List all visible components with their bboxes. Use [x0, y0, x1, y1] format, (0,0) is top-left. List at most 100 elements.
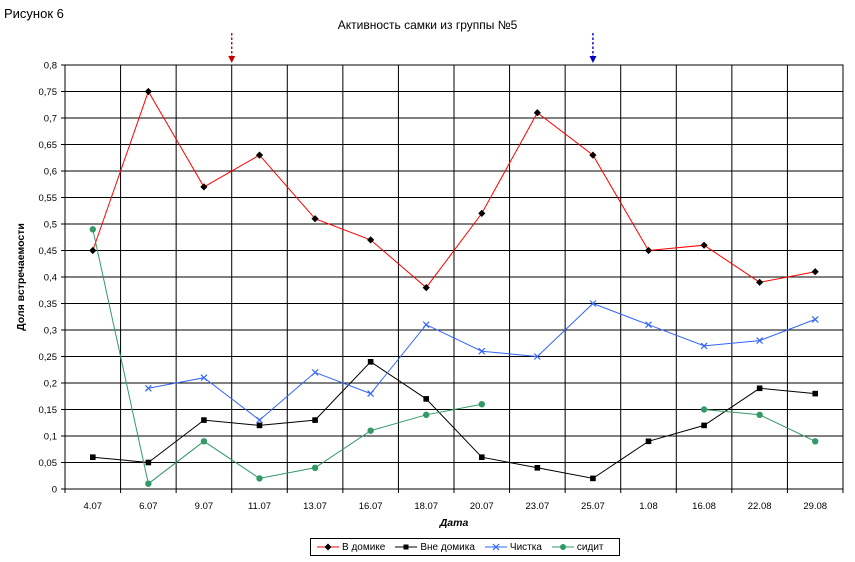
annotation-arrow-1-head: [228, 56, 236, 63]
series-3-point: [144, 384, 152, 392]
series-2-point: [812, 390, 819, 397]
series-4-point: [423, 411, 430, 418]
y-tick-label: 0: [52, 485, 57, 496]
legend-item: сидит: [551, 541, 604, 553]
y-tick-label: 0,6: [44, 167, 57, 178]
x-tick-label: 22.08: [748, 501, 772, 512]
y-tick-label: 0,4: [44, 273, 57, 284]
y-tick-label: 0,45: [39, 246, 58, 257]
y-tick-label: 0,7: [44, 114, 57, 125]
series-4-point: [311, 464, 319, 471]
x-tick-label: 25.07: [581, 501, 605, 512]
series-1-point: [367, 236, 375, 244]
series-2-point: [89, 454, 96, 460]
series-4-point: [367, 427, 374, 434]
series-3-point: [200, 374, 208, 382]
x-axis-title: Дата: [439, 517, 469, 529]
series-3-point: [256, 416, 263, 424]
legend-label: Чистка: [509, 541, 542, 553]
x-tick-label: 11.07: [248, 501, 271, 512]
line-chart: 0 0,05 0,1 0,15 0,2 0,25 0,3 0,35 0,4 0,45 0,5 0,55…: [15, 33, 844, 529]
y-axis-title: Доля встречаемости: [15, 223, 27, 331]
series-2-point: [312, 417, 318, 423]
y-tick-label: 0,75: [39, 87, 58, 98]
series-1-point: [700, 241, 708, 249]
y-tick-label: 0,55: [39, 193, 58, 204]
x-tick-label: 29.08: [803, 501, 827, 512]
series-1-point: [644, 246, 653, 255]
y-tick-label: 0,5: [44, 220, 57, 231]
y-tick-label: 0,8: [44, 61, 57, 72]
series-2-point: [145, 459, 152, 466]
y-tick-label: 0,35: [39, 299, 58, 310]
y-tick-label: 0,65: [39, 140, 58, 151]
chart-legend: В домике Вне домика Чистка сидит: [310, 538, 620, 556]
series-1-point: [255, 151, 264, 159]
legend-label: Вне домика: [420, 541, 475, 553]
chart-title: Активность самки из группы №5: [337, 18, 518, 32]
series-4-point: [145, 480, 152, 487]
series-3-point: [589, 300, 597, 307]
series-4-point: [812, 438, 819, 445]
series-1-point: [811, 268, 819, 276]
figure-label: Рисунок 6: [4, 6, 64, 21]
annotation-arrow-2-head: [589, 56, 597, 63]
series-3-point: [700, 342, 708, 350]
series-4-point: [256, 475, 263, 482]
series-3-point: [756, 337, 764, 345]
y-tick-label: 0,3: [44, 326, 57, 337]
legend-label: В домике: [342, 541, 386, 553]
legend-label: сидит: [576, 541, 604, 553]
legend-swatch: [317, 543, 339, 551]
x-tick-label: 9.07: [195, 501, 214, 512]
series-3-point: [367, 390, 375, 398]
y-tick-label: 0,1: [44, 432, 57, 443]
y-tick-label: 0,25: [39, 352, 58, 363]
legend-item: Вне домика: [395, 542, 475, 553]
series-1-point: [533, 109, 541, 117]
legend-swatch: [484, 543, 507, 551]
x-tick-label: 16.08: [692, 501, 716, 512]
x-tick-label: 4.07: [84, 501, 103, 512]
series-3-point: [422, 321, 430, 329]
x-tick-label: 23.07: [525, 501, 549, 512]
series-3-point: [533, 353, 541, 360]
series-2-point: [423, 396, 430, 402]
series-2-line: [92, 361, 816, 479]
y-tick-label: 0,2: [44, 379, 57, 390]
x-tick-label: 6.07: [139, 501, 158, 512]
series-2-point: [534, 465, 541, 471]
series-2-point: [645, 438, 652, 445]
series-1-point: [89, 246, 97, 255]
series-2-point: [367, 359, 374, 365]
x-tick-label: 20.07: [470, 501, 494, 512]
x-tick-label: 18.07: [414, 501, 438, 512]
x-tick-label: 13.07: [303, 501, 327, 512]
y-tick-label: 0,05: [39, 458, 58, 469]
legend-swatch: [395, 544, 418, 550]
series-2-point: [478, 454, 485, 460]
legend-item: В домике: [317, 542, 385, 553]
series-3-point: [811, 315, 819, 323]
series-1-point: [756, 278, 764, 286]
series-3-point: [478, 347, 486, 355]
series-4-point: [89, 226, 96, 233]
series-2-point: [701, 422, 707, 429]
series-3-point: [311, 368, 319, 376]
series-2-point: [201, 417, 207, 423]
series-1-point: [311, 215, 319, 223]
series-1-point: [422, 284, 430, 292]
x-tick-label: 1.08: [639, 501, 658, 512]
series-3-point: [645, 321, 652, 329]
series-2-point: [256, 422, 263, 429]
legend-swatch: [551, 544, 574, 550]
series-4-point: [756, 411, 763, 418]
series-1-point: [144, 87, 152, 96]
series-1-line: [92, 90, 816, 289]
series-4-point: [700, 406, 708, 413]
series-2-point: [756, 385, 763, 392]
y-tick-label: 0,15: [39, 405, 58, 416]
series-4-line: [92, 229, 482, 485]
x-tick-label: 16.07: [359, 501, 383, 512]
series-4-point: [200, 438, 208, 445]
